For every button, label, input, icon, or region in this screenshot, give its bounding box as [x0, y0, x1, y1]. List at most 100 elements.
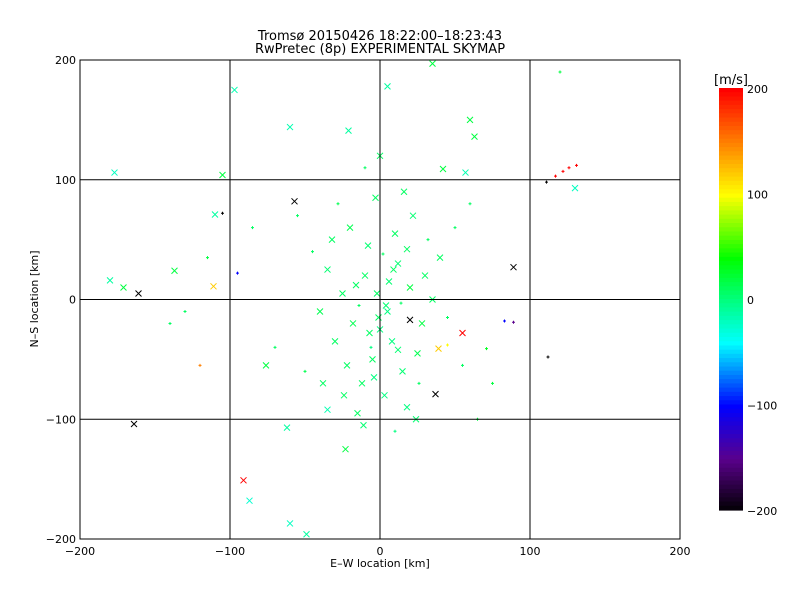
data-point-x: [360, 421, 367, 429]
data-point-x: [331, 338, 339, 345]
colorbar-segment: [719, 286, 743, 292]
colorbar-segment: [719, 438, 743, 444]
chart-subtitle: RwPretec (8p) EXPERIMENTAL SKYMAP: [255, 42, 505, 57]
data-point-plus: [296, 214, 299, 218]
data-point-plus: [446, 343, 449, 347]
colorbar-segment: [719, 362, 743, 368]
colorbar-segment: [719, 138, 743, 144]
colorbar-segment: [719, 125, 743, 131]
data-point-x: [385, 278, 393, 285]
colorbar-segment: [719, 434, 743, 439]
colorbar-segment: [719, 134, 743, 140]
y-tick-label: 0: [69, 294, 76, 307]
colorbar-segment: [719, 442, 743, 448]
data-point-x: [240, 476, 247, 484]
data-point-x: [421, 272, 429, 279]
y-tick-label: −100: [46, 413, 76, 426]
data-point-x: [414, 350, 421, 357]
y-tick-label: −200: [46, 533, 76, 546]
colorbar-segment: [719, 113, 743, 119]
colorbar-segment: [719, 176, 743, 182]
colorbar-segment: [719, 277, 743, 283]
colorbar-segment: [719, 311, 743, 317]
data-point-x: [466, 116, 474, 124]
data-point-x: [361, 272, 369, 279]
data-point-plus: [417, 381, 421, 385]
colorbar-segment: [719, 159, 743, 165]
data-point-plus: [206, 256, 209, 260]
data-point-x: [340, 391, 348, 399]
colorbar-segment: [719, 117, 743, 123]
data-point-x: [510, 263, 517, 271]
colorbar-segment: [719, 96, 743, 102]
data-point-plus: [575, 163, 578, 167]
data-point-x: [406, 316, 414, 324]
colorbar-segment: [719, 155, 743, 161]
x-axis-label: E–W location [km]: [330, 557, 430, 570]
data-point-x: [316, 308, 324, 315]
x-tick-label: 100: [520, 545, 541, 558]
colorbar-segment: [719, 223, 743, 228]
colorbar-segment: [719, 459, 743, 465]
colorbar-segment: [719, 269, 743, 275]
data-point-x: [358, 379, 366, 387]
colorbar-segment: [719, 303, 743, 309]
data-point-plus: [336, 202, 340, 206]
colorbar-segment: [719, 404, 743, 410]
colorbar-segment: [719, 497, 743, 503]
data-point-x: [382, 302, 390, 309]
data-point-x: [391, 230, 399, 237]
chart-title: Tromsø 20150426 18:22:00–18:23:43: [257, 29, 502, 44]
data-point-plus: [485, 347, 488, 351]
colorbar-segment: [719, 476, 743, 482]
colorbar-segment: [719, 383, 743, 389]
data-point-x: [418, 320, 426, 327]
data-point-x: [384, 308, 391, 315]
data-point-plus: [357, 303, 361, 307]
colorbar-segment: [719, 353, 743, 359]
colorbar-segment: [719, 429, 743, 435]
data-point-x: [262, 362, 270, 369]
colorbar-segment: [719, 231, 743, 237]
data-point-x: [324, 406, 331, 414]
data-point-x: [372, 194, 379, 202]
data-point-x: [471, 133, 478, 140]
data-point-plus: [426, 238, 430, 242]
colorbar-segment: [719, 147, 743, 152]
data-point-x: [390, 266, 397, 273]
data-point-plus: [221, 211, 224, 215]
data-point-plus: [561, 169, 565, 173]
colorbar-segment: [719, 142, 743, 148]
colorbar-segment: [719, 273, 743, 279]
data-point-x: [399, 367, 406, 375]
colorbar-segment: [719, 370, 743, 376]
colorbar-segment: [719, 189, 743, 195]
data-point-x: [381, 391, 388, 399]
colorbar-segment: [719, 324, 743, 330]
colorbar-segment: [719, 379, 743, 384]
plot-frame: [79, 59, 681, 540]
data-point-x: [211, 211, 219, 218]
colorbar-segment: [719, 185, 743, 190]
data-point-x: [436, 254, 444, 261]
data-point-plus: [545, 180, 548, 184]
colorbar-segment: [719, 206, 743, 211]
data-point-x: [339, 290, 346, 297]
colorbar-segment: [719, 299, 743, 304]
x-tick-label: 200: [670, 545, 691, 558]
data-point-x: [352, 281, 360, 289]
colorbar-segment: [719, 214, 743, 220]
colorbar-segment: [719, 374, 743, 380]
data-point-x: [429, 60, 436, 67]
colorbar-segment: [719, 197, 743, 203]
data-point-x: [373, 290, 381, 297]
colorbar-segment: [719, 201, 743, 207]
data-point-x: [345, 127, 352, 135]
data-point-x: [403, 403, 411, 411]
data-point-x: [403, 245, 411, 253]
colorbar-segment: [719, 328, 743, 334]
colorbar-segment: [719, 320, 743, 325]
data-point-plus: [468, 202, 472, 206]
